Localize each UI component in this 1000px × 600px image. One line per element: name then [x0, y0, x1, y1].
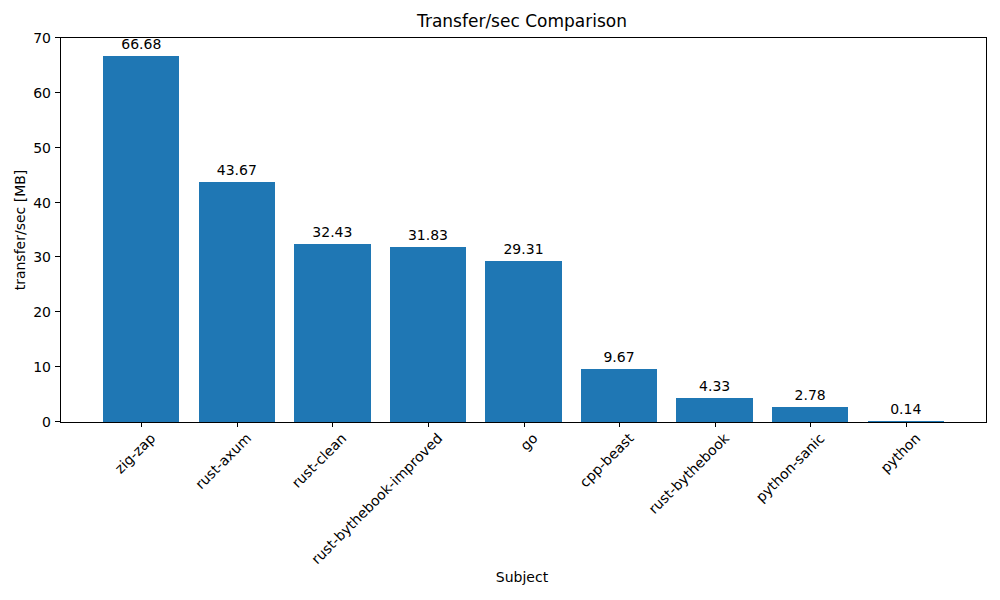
bar-value-label: 4.33 [699, 378, 730, 394]
x-tick-label: rust-bythebook [645, 430, 732, 517]
x-tick-mark [428, 422, 429, 427]
y-tick-mark [55, 366, 60, 367]
bar-value-label: 66.68 [121, 36, 161, 52]
y-tick-mark [55, 37, 60, 38]
bar-value-label: 2.78 [795, 387, 826, 403]
x-tick-mark [141, 422, 142, 427]
y-tick-label: 50 [9, 140, 51, 156]
y-tick-mark [55, 421, 60, 422]
x-tick-label: python [877, 430, 923, 476]
y-tick-label: 10 [9, 359, 51, 375]
x-tick-mark [524, 422, 525, 427]
x-tick-label: python-sanic [752, 430, 827, 505]
y-axis-label: transfer/sec [MB] [12, 170, 28, 291]
bar [199, 182, 275, 422]
x-tick-label: rust-axum [192, 430, 254, 492]
x-tick-label: go [517, 430, 541, 454]
bar-value-label: 29.31 [503, 241, 543, 257]
y-tick-mark [55, 147, 60, 148]
x-tick-mark [906, 422, 907, 427]
x-tick-mark [810, 422, 811, 427]
x-tick-mark [237, 422, 238, 427]
y-tick-label: 30 [9, 249, 51, 265]
y-tick-label: 0 [9, 414, 51, 430]
y-tick-mark [55, 92, 60, 93]
y-tick-label: 40 [9, 195, 51, 211]
bar-value-label: 9.67 [603, 349, 634, 365]
bar-value-label: 43.67 [217, 162, 257, 178]
bar-value-label: 0.14 [890, 401, 921, 417]
x-tick-label: zig-zap [112, 430, 159, 477]
y-tick-label: 70 [9, 30, 51, 46]
x-axis-label: Subject [496, 569, 548, 585]
x-tick-mark [332, 422, 333, 427]
bar-value-label: 31.83 [408, 227, 448, 243]
bar [103, 56, 179, 422]
x-tick-label: cpp-beast [576, 430, 636, 490]
bar-value-label: 32.43 [312, 224, 352, 240]
x-tick-label: rust-clean [289, 430, 350, 491]
bar-chart-figure: Transfer/sec Comparison transfer/sec [MB… [0, 0, 1000, 600]
bar [390, 247, 466, 422]
y-tick-label: 20 [9, 304, 51, 320]
plot-area: 66.68 43.67 32.43 31.83 29.31 9.67 4.33 2.78 0.1… [60, 37, 987, 423]
bar [676, 398, 752, 422]
bar [581, 369, 657, 422]
y-tick-mark [55, 256, 60, 257]
bar [485, 261, 561, 422]
chart-title: Transfer/sec Comparison [417, 11, 627, 31]
y-tick-label: 60 [9, 85, 51, 101]
bar [772, 407, 848, 422]
x-tick-mark [715, 422, 716, 427]
y-tick-mark [55, 311, 60, 312]
y-tick-mark [55, 202, 60, 203]
bar [294, 244, 370, 422]
x-tick-mark [619, 422, 620, 427]
